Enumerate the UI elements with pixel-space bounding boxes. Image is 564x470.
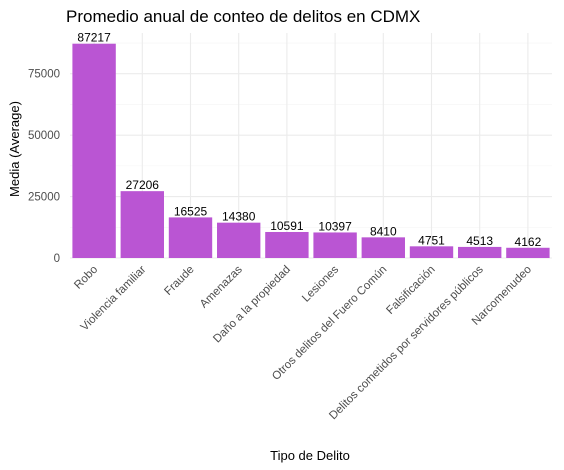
bar (361, 237, 405, 258)
x-tick-label: Robo (72, 264, 100, 292)
bar (72, 43, 116, 259)
y-axis-ticks: 0 25000 50000 75000 (28, 69, 60, 265)
x-tick-label: Fraude (162, 264, 196, 298)
bar (458, 246, 502, 258)
y-tick-label: 0 (54, 253, 60, 265)
x-tick-label: Amenazas (198, 263, 245, 310)
x-axis-title: Tipo de Delito (270, 448, 350, 463)
data-label: 16525 (174, 204, 208, 218)
x-tick-label: Lesiones (300, 263, 341, 304)
data-label: 4513 (466, 234, 493, 248)
bar (120, 191, 164, 258)
y-tick-label: 75000 (28, 69, 60, 81)
y-tick-label: 50000 (28, 130, 60, 142)
chart-title: Promedio anual de conteo de delitos en C… (66, 7, 420, 26)
bar (265, 231, 309, 258)
bar (409, 246, 454, 258)
data-label: 4162 (515, 235, 542, 249)
data-label: 27206 (126, 178, 160, 192)
data-label: 10591 (270, 219, 304, 233)
y-tick-label: 25000 (28, 192, 60, 204)
bar (217, 222, 261, 258)
bar (168, 217, 213, 258)
data-label: 10397 (318, 219, 352, 233)
data-labels: 87217 27206 16525 14380 10591 10397 8410 4751 45… (77, 31, 541, 249)
bar (506, 247, 550, 258)
y-axis-title: Media (Average) (7, 101, 22, 197)
data-label: 14380 (222, 210, 256, 224)
data-label: 8410 (370, 224, 397, 238)
bars (72, 43, 550, 259)
bar (313, 232, 357, 258)
data-label: 87217 (77, 31, 111, 45)
data-label: 4751 (418, 233, 445, 247)
x-tick-label: Falsificación (384, 264, 437, 317)
